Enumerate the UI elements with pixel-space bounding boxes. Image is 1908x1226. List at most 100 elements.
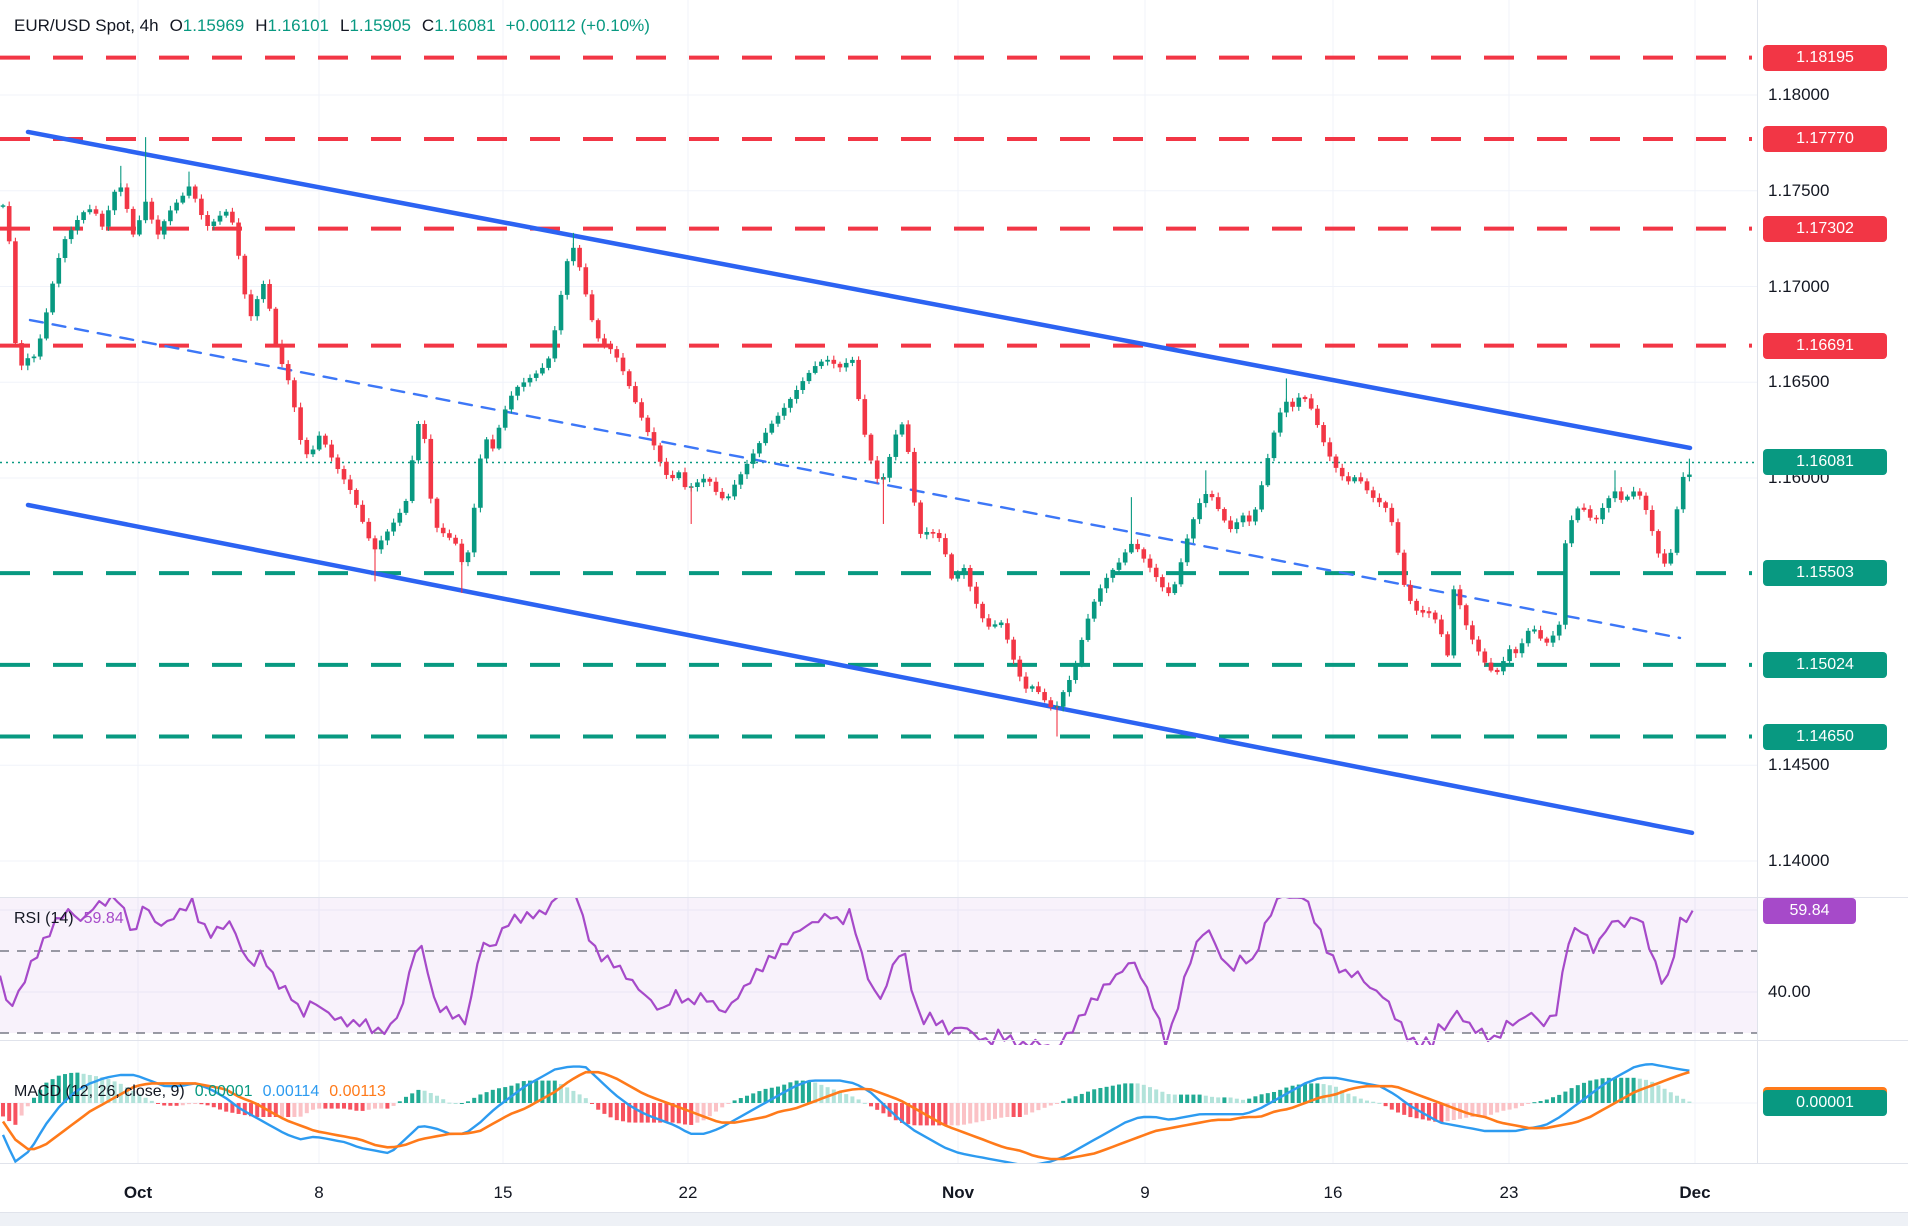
macd-hist-bar <box>1644 1079 1648 1103</box>
macd-hist-bar <box>280 1103 284 1117</box>
candle-body <box>1271 432 1277 459</box>
candle-body <box>1587 509 1593 518</box>
macd-hist-bar <box>1433 1103 1438 1122</box>
macd-hist-bar <box>1507 1103 1512 1110</box>
macd-hist-bar <box>968 1103 973 1124</box>
candle-body <box>614 349 620 358</box>
macd-hist-bar <box>763 1088 768 1103</box>
trend-channel[interactable] <box>25 129 1695 836</box>
candle-body <box>905 424 911 452</box>
candle-body <box>1476 639 1481 652</box>
macd-hist-bar <box>701 1103 706 1121</box>
candle-body <box>949 554 954 579</box>
macd-hist-bar <box>652 1103 656 1123</box>
macd-hist-bar <box>1563 1091 1568 1103</box>
macd-hist-bar <box>1656 1085 1661 1103</box>
candle-body <box>1333 456 1339 468</box>
candle-body <box>633 386 638 403</box>
macd-hist-bar <box>1588 1080 1593 1103</box>
macd-hist-bar <box>676 1103 681 1124</box>
macd-hist-bar <box>360 1103 365 1111</box>
macd-hist-bar <box>670 1103 675 1123</box>
candle-body <box>1414 600 1419 611</box>
macd-hist-bar <box>1042 1103 1047 1108</box>
candle-body <box>1563 543 1568 625</box>
candle-body <box>744 463 750 475</box>
rsi-line <box>0 898 1694 1045</box>
macd-hist-bar <box>986 1103 991 1121</box>
time-axis-label: Nov <box>941 1183 975 1202</box>
candle-body <box>1215 497 1221 510</box>
candle-body <box>279 344 285 365</box>
macd-hist-bar <box>1135 1083 1140 1103</box>
macd-hist-bar <box>918 1103 923 1126</box>
macd-hist-bar <box>286 1103 291 1117</box>
macd-hist-bar <box>1011 1103 1016 1117</box>
candle-body <box>1135 543 1140 550</box>
candle-body <box>1116 562 1122 570</box>
macd-hist-bar <box>850 1096 855 1103</box>
macd-status-line[interactable]: MACD (12, 26, close, 9) 0.00001 0.00114 … <box>14 1083 386 1101</box>
macd-hist-bar <box>1383 1103 1388 1107</box>
candle-body <box>285 364 291 381</box>
candle-body <box>645 417 651 433</box>
candle-body <box>583 267 589 295</box>
candle-body <box>174 202 179 211</box>
candle-body <box>366 521 372 539</box>
low-value: 1.15905 <box>349 16 411 35</box>
symbol-title: EUR/USD Spot, 4h <box>14 16 159 35</box>
candle-body <box>788 398 793 408</box>
candle-body <box>298 407 303 440</box>
macd-hist-bar <box>1141 1084 1146 1103</box>
price-levels[interactable] <box>0 55 1752 739</box>
candle-body <box>496 427 502 449</box>
macd-hist-bar <box>304 1103 309 1114</box>
macd-hist-bar <box>974 1103 979 1123</box>
macd-hist-bar <box>1 1103 5 1117</box>
candle-body <box>1265 458 1271 486</box>
candle-body <box>1153 567 1159 578</box>
macd-hist-bar <box>490 1089 495 1103</box>
macd-hist-bar <box>583 1098 588 1103</box>
candle-body <box>1234 522 1240 530</box>
resistance-badge: 1.16691 <box>1763 332 1887 359</box>
candle-body <box>850 359 855 363</box>
rsi-status-line[interactable]: RSI (14) 59.84 <box>14 910 124 928</box>
macd-hist-bar <box>999 1103 1004 1118</box>
macd-hist-bar <box>106 1079 111 1103</box>
candle-body <box>205 215 210 226</box>
macd-hist-bar <box>844 1094 849 1103</box>
macd-hist-bar <box>1123 1083 1128 1103</box>
macd-hist-bar <box>7 1103 12 1122</box>
candle-body <box>1625 496 1630 500</box>
macd-hist-bar <box>230 1103 235 1113</box>
candle-body <box>385 531 390 541</box>
time-axis-label: 16 <box>1323 1183 1343 1202</box>
candle-body <box>19 343 24 366</box>
candle-body <box>602 338 607 345</box>
symbol-status-line[interactable]: EUR/USD Spot, 4h O 1.15969 H 1.16101 L 1.15… <box>14 16 650 36</box>
macd-hist-bar <box>81 1073 86 1103</box>
candle-body <box>137 220 142 235</box>
candle-body <box>1358 477 1364 482</box>
macd-hist-bar <box>193 1103 198 1104</box>
candle-body <box>1501 661 1506 672</box>
macd-hist-bar <box>75 1072 80 1103</box>
candle-body <box>1594 517 1599 520</box>
candle-body <box>1253 509 1258 522</box>
candle-body <box>1370 490 1376 498</box>
macd-hist-bar <box>596 1103 601 1110</box>
rsi-band <box>0 898 1757 1033</box>
macd-hist-bar <box>218 1103 222 1110</box>
candle-body <box>434 498 440 528</box>
macd-hist-bar <box>881 1103 886 1114</box>
candle-body <box>986 618 992 627</box>
candle-body <box>800 381 806 391</box>
candle-body <box>1005 623 1010 640</box>
candle-body <box>1581 507 1587 510</box>
macd-hist-bar <box>255 1103 260 1117</box>
candle-body <box>81 212 86 221</box>
candle-body <box>1631 491 1636 497</box>
candle-body <box>620 357 626 372</box>
